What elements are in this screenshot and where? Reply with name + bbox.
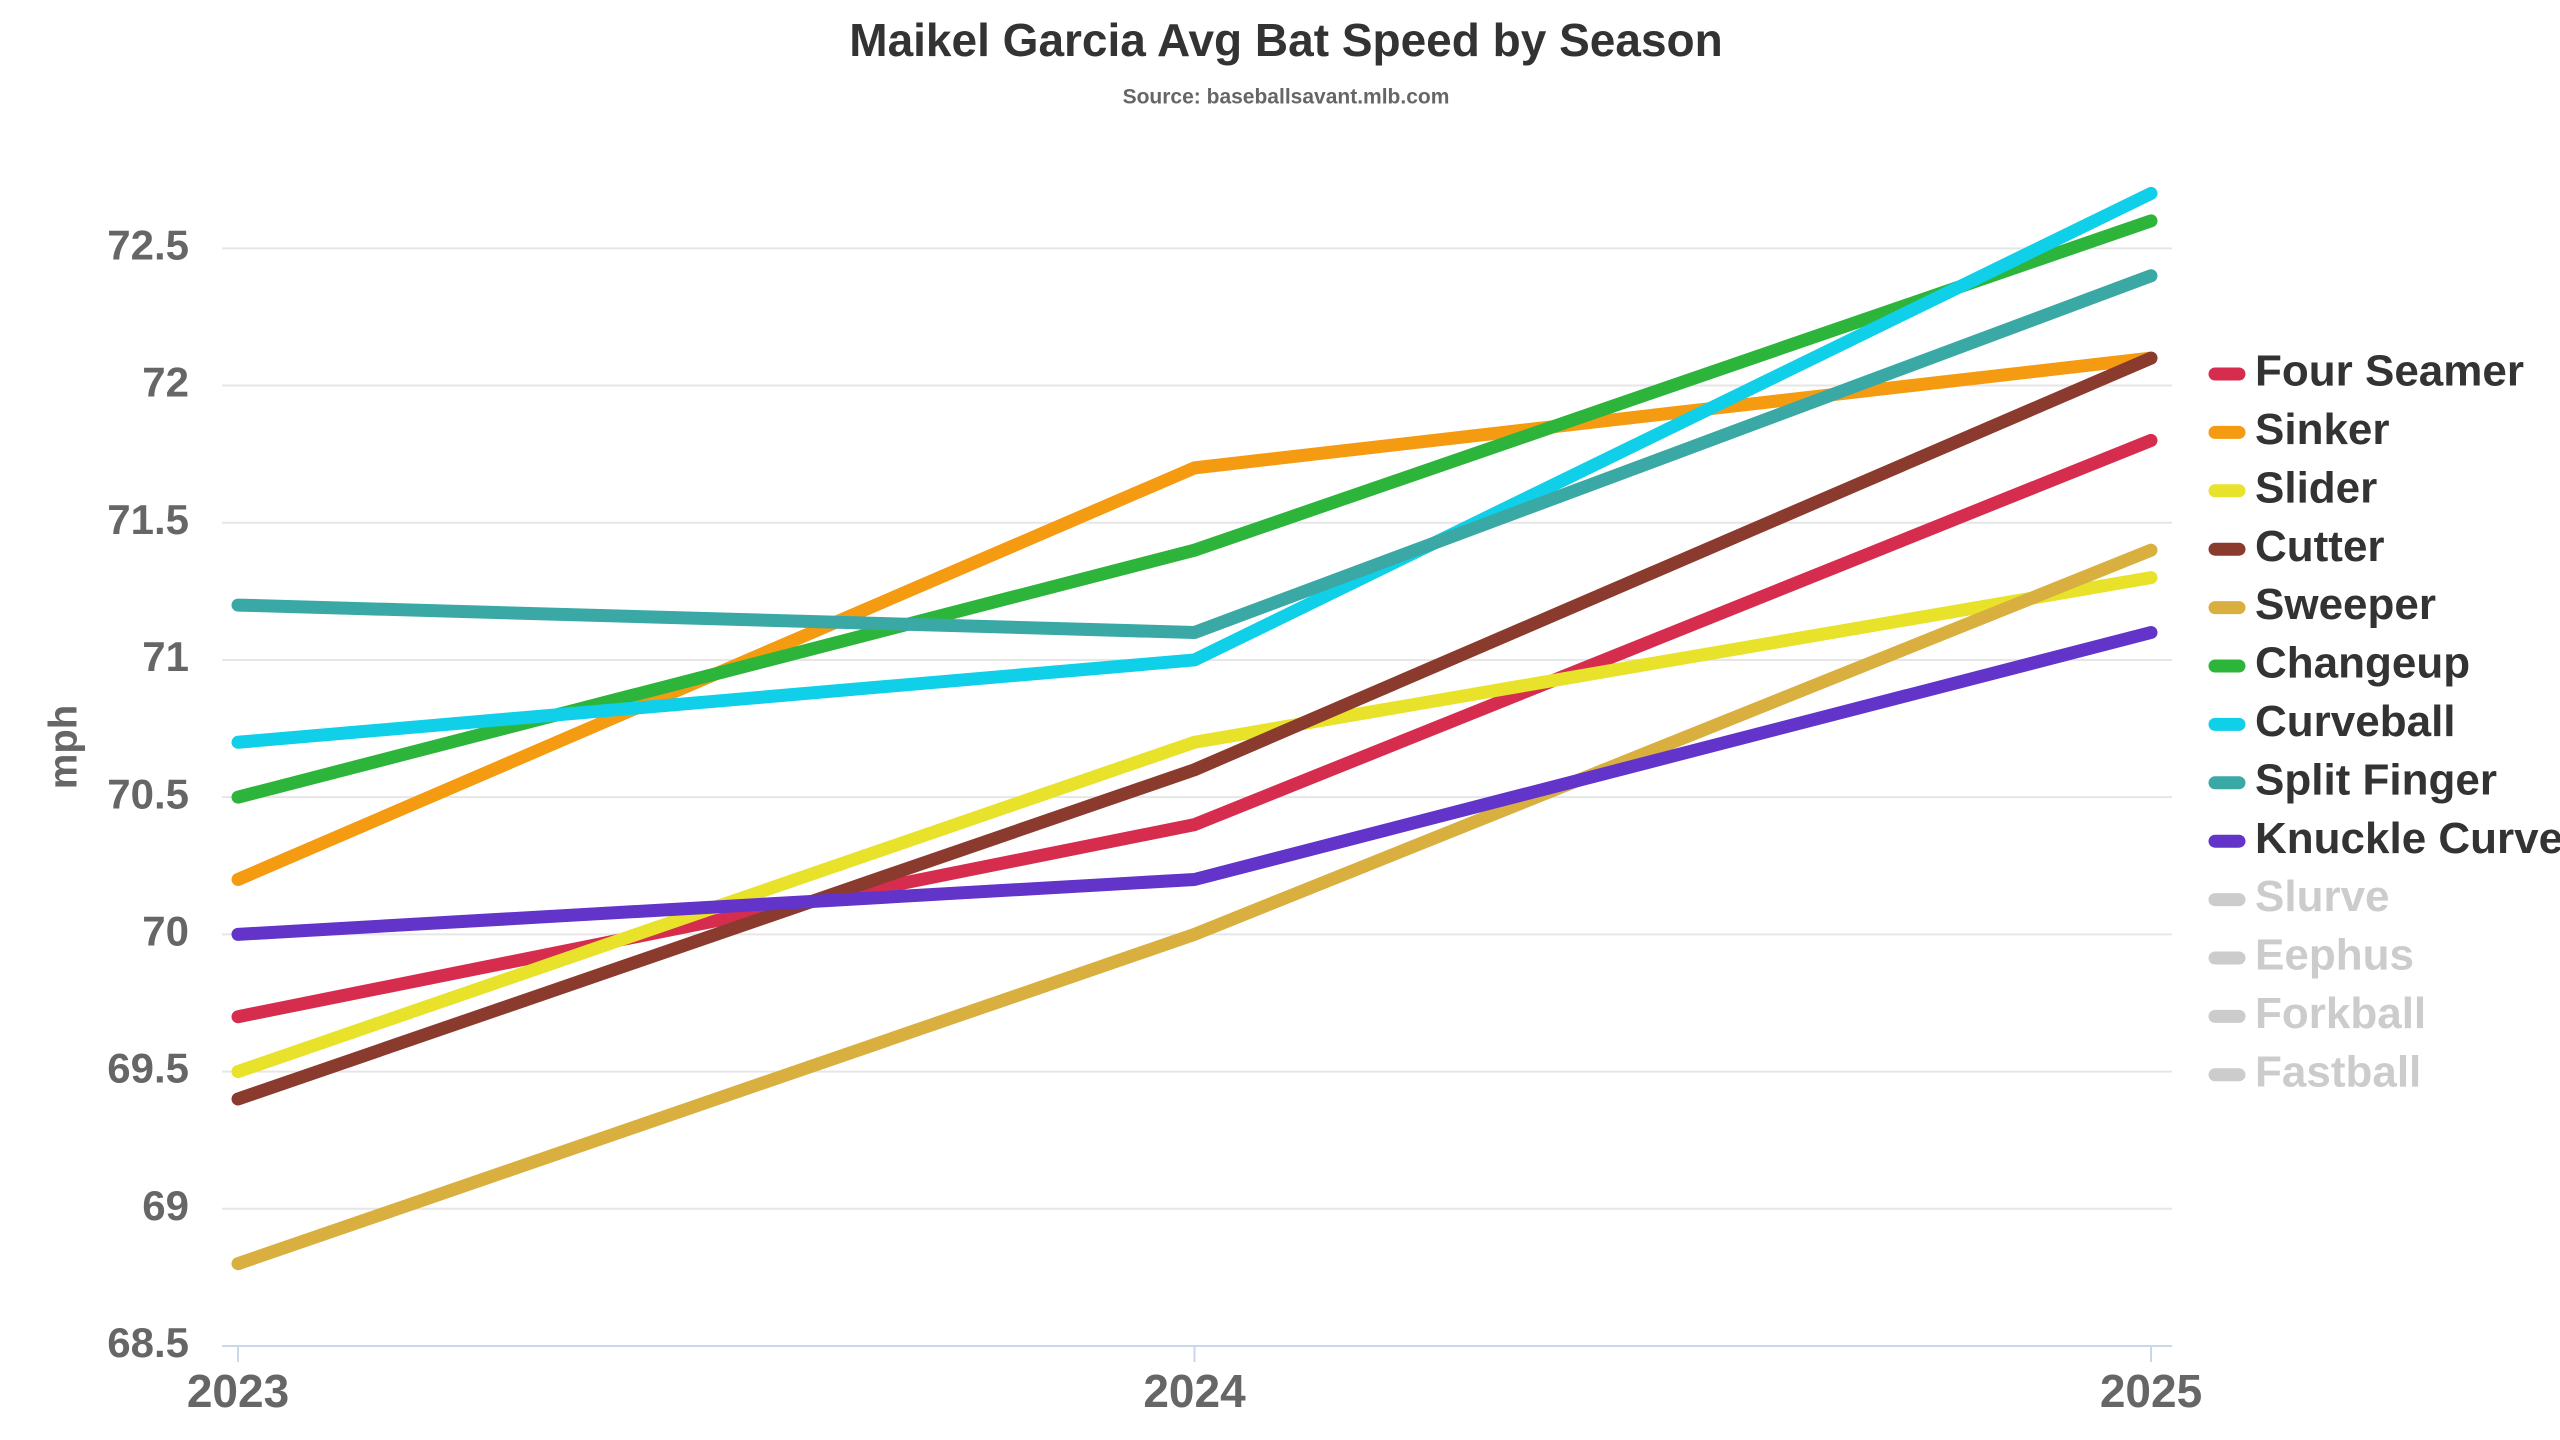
legend-item: Changeup <box>2208 639 2470 688</box>
legend-label: Curveball <box>2255 697 2456 746</box>
series-line <box>231 626 2158 941</box>
y-tick-label: 70 <box>142 907 189 954</box>
legend-item: Fastball <box>2208 1047 2421 1096</box>
legend-item: Knuckle Curve <box>2208 814 2560 863</box>
series-line <box>231 351 2158 1106</box>
legend-item: Cutter <box>2208 522 2385 571</box>
legend-label: Sinker <box>2255 405 2390 454</box>
y-tick-label: 70.5 <box>107 770 189 817</box>
x-tick-label: 2024 <box>1143 1365 1246 1417</box>
legend-label: Split Finger <box>2255 755 2497 804</box>
legend-item: Eephus <box>2208 931 2414 980</box>
y-tick-label: 72 <box>142 359 189 406</box>
legend-label: Four Seamer <box>2255 347 2524 396</box>
y-tick-label: 72.5 <box>107 221 189 268</box>
series-line <box>231 269 2158 640</box>
series-line <box>231 186 2158 749</box>
legend-item: Sweeper <box>2208 580 2436 629</box>
y-tick-label: 71.5 <box>107 496 189 543</box>
y-tick-label: 69 <box>142 1182 189 1229</box>
legend-label: Fastball <box>2255 1047 2421 1096</box>
legend-item: Split Finger <box>2208 755 2497 804</box>
y-tick-label: 68.5 <box>107 1319 189 1366</box>
legend-label: Sweeper <box>2255 580 2436 629</box>
x-tick-label: 2025 <box>2100 1365 2202 1417</box>
x-tick-label: 2023 <box>187 1365 289 1417</box>
legend-item: Curveball <box>2208 697 2456 746</box>
legend-item: Forkball <box>2208 989 2426 1038</box>
legend-label: Slurve <box>2255 872 2390 921</box>
legend-label: Slider <box>2255 463 2377 512</box>
legend-label: Forkball <box>2255 989 2426 1038</box>
legend-item: Slurve <box>2208 872 2390 921</box>
legend-label: Cutter <box>2255 522 2385 571</box>
series-line <box>231 571 2158 1079</box>
y-axis-label: mph <box>42 705 86 789</box>
legend-item: Slider <box>2208 463 2377 512</box>
legend-label: Eephus <box>2255 931 2414 980</box>
legend-item: Four Seamer <box>2208 347 2524 396</box>
chart-subtitle: Source: baseballsavant.mlb.com <box>1123 86 1450 109</box>
y-tick-label: 69.5 <box>107 1045 189 1092</box>
series-line <box>231 433 2158 1024</box>
legend-label: Knuckle Curve <box>2255 814 2560 863</box>
legend-item: Sinker <box>2208 405 2390 454</box>
chart-title: Maikel Garcia Avg Bat Speed by Season <box>849 14 1722 66</box>
legend-label: Changeup <box>2255 639 2470 688</box>
series-line <box>231 543 2158 1271</box>
y-tick-label: 71 <box>142 633 189 680</box>
